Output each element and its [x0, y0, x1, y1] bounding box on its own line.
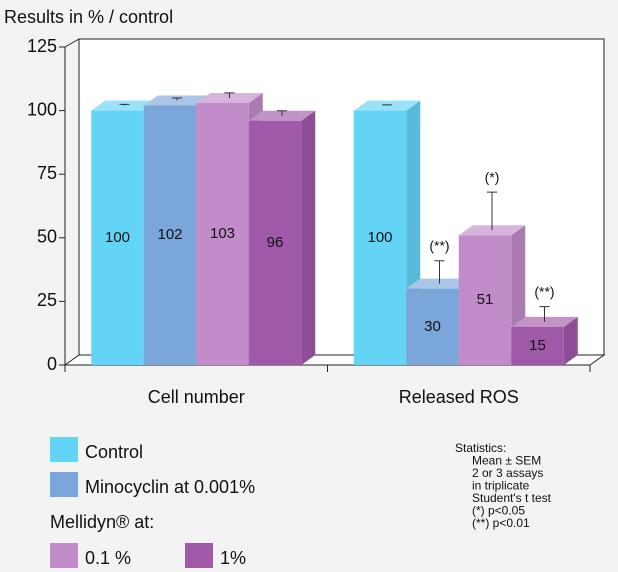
value-label: 100 [367, 229, 392, 246]
value-label: 103 [210, 225, 235, 242]
statistics-note: Mean ± SEM [472, 454, 541, 468]
statistics-note: Statistics: [455, 441, 506, 455]
annotation: (**) [534, 283, 554, 299]
value-label: 30 [424, 318, 441, 335]
error-bar [224, 92, 235, 98]
legend-title: Mellidyn® at: [50, 512, 154, 532]
value-label: 51 [477, 291, 494, 308]
y-tick-label: 125 [27, 36, 57, 56]
x-category-label: Released ROS [399, 387, 519, 407]
legend-swatch [50, 543, 78, 568]
legend-swatch [50, 437, 78, 462]
annotation: (**) [429, 237, 449, 253]
error-bar [119, 103, 130, 106]
legend-swatch [185, 543, 213, 568]
value-label: 102 [157, 226, 182, 243]
value-label: 15 [529, 337, 546, 354]
y-tick-label: 100 [27, 99, 57, 119]
statistics-note: (*) p<0.05 [472, 504, 525, 518]
bar [511, 326, 564, 365]
statistics-note: in triplicate [472, 479, 530, 493]
value-label: 100 [105, 229, 130, 246]
legend-swatch [50, 472, 78, 497]
bar [143, 105, 197, 366]
left-wall [64, 38, 80, 365]
bar-side [563, 316, 578, 365]
bar [248, 120, 302, 365]
error-bar [539, 306, 550, 322]
y-tick-label: 25 [37, 290, 57, 310]
error-bar [277, 110, 287, 116]
error-bar [434, 260, 445, 284]
y-tick-label: 75 [37, 163, 57, 183]
bar [458, 235, 512, 365]
error-bar [172, 97, 182, 101]
statistics-note: Student's t test [472, 491, 552, 505]
legend-label: Minocyclin at 0.001% [85, 477, 255, 497]
value-label: 96 [267, 234, 284, 251]
bar-side [301, 110, 316, 365]
statistics-note: 2 or 3 assays [472, 466, 543, 480]
bar [406, 288, 459, 365]
annotation: (*) [485, 169, 500, 185]
bar [196, 102, 249, 365]
legend-label: Control [85, 442, 143, 462]
x-category-label: Cell number [148, 387, 245, 407]
bar [353, 110, 407, 365]
y-tick-label: 0 [47, 354, 57, 374]
legend-label: 0.1 % [85, 548, 131, 568]
y-tick-label: 50 [37, 227, 57, 247]
error-bar [487, 191, 497, 231]
error-bar [382, 104, 392, 106]
bar [91, 110, 144, 365]
legend-label: 1% [220, 548, 246, 568]
chart-title: Results in % / control [4, 7, 173, 27]
statistics-note: (**) p<0.01 [472, 516, 530, 530]
